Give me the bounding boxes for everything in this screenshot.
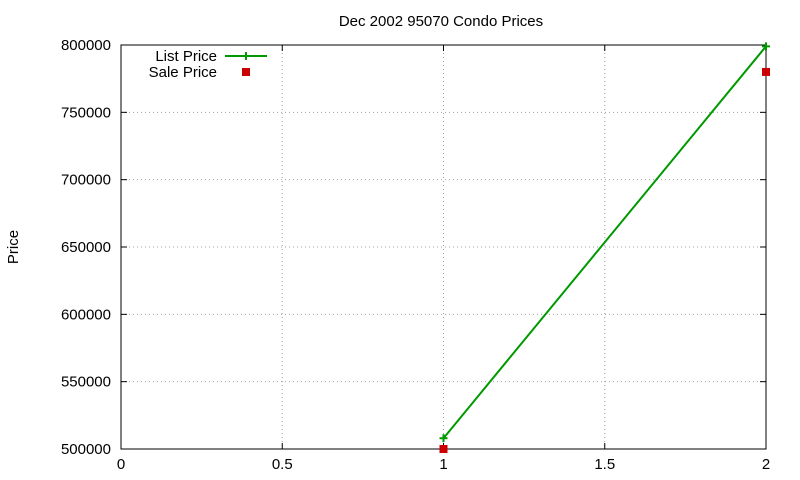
- x-tick-label: 1.5: [594, 456, 615, 473]
- legend-marker: [242, 68, 250, 76]
- series-sale-price: [439, 67, 770, 453]
- series-line: [442, 45, 767, 439]
- data-point: [762, 42, 770, 51]
- legend-marker: [242, 52, 250, 60]
- grid: [121, 45, 766, 449]
- data-point: [762, 67, 770, 76]
- y-tick-label: 750000: [61, 104, 111, 121]
- legend-entry: List Price: [155, 48, 267, 65]
- y-axis-label: Price: [5, 230, 22, 264]
- x-tick-label: 0.5: [272, 456, 293, 473]
- x-tick-label: 1: [439, 456, 447, 473]
- x-tick-label: 0: [117, 456, 125, 473]
- y-tick-label: 550000: [61, 374, 111, 391]
- chart-title: Dec 2002 95070 Condo Prices: [339, 13, 543, 30]
- legend-entry: Sale Price: [149, 64, 250, 81]
- axis-ticks: 0 0.5 1 1.5 2 500000 550000 600000 650000 700000 7…: [61, 37, 770, 473]
- x-tick-label: 2: [762, 456, 770, 473]
- legend-label: Sale Price: [149, 64, 217, 81]
- y-tick-label: 800000: [61, 37, 111, 54]
- legend-label: List Price: [155, 48, 217, 65]
- series-layer: [439, 42, 770, 453]
- data-point: [439, 445, 448, 453]
- y-tick-label: 600000: [61, 306, 111, 323]
- y-tick-label: 650000: [61, 239, 111, 256]
- series-list-price: [439, 42, 770, 443]
- data-point: [439, 434, 448, 443]
- y-tick-label: 700000: [61, 172, 111, 189]
- y-tick-label: 500000: [61, 441, 111, 458]
